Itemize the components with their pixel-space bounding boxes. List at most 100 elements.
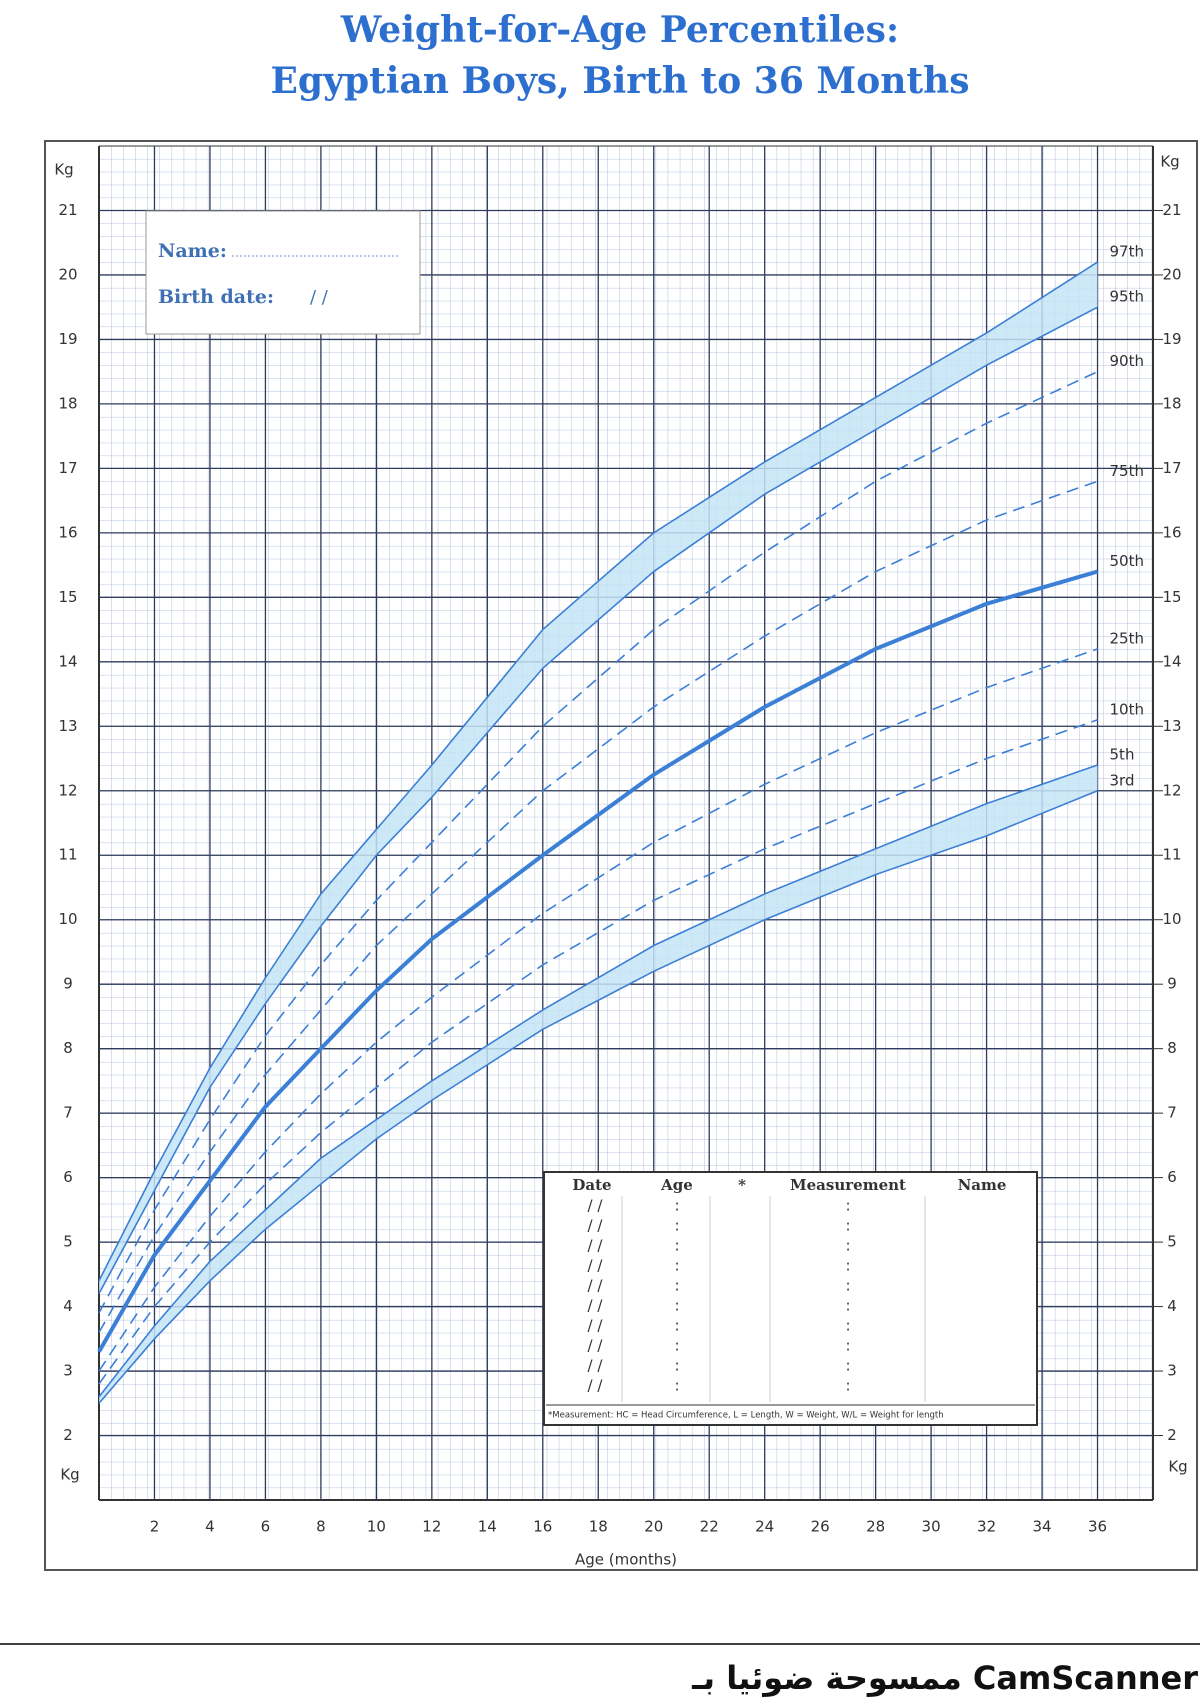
y-axis-label: Kg: [60, 1466, 79, 1484]
x-tick-label: 22: [700, 1518, 719, 1536]
measurement-separator: :: [845, 1357, 850, 1375]
percentile-line: [98, 306, 1098, 1295]
measurement-separator: :: [845, 1237, 850, 1255]
y2-tick-label: 21: [1162, 201, 1181, 219]
series-label: 5th: [1110, 745, 1135, 763]
series-label: 90th: [1110, 352, 1144, 370]
y2-tick-label: 20: [1162, 265, 1181, 283]
y2-tick-label: 4: [1167, 1297, 1177, 1315]
y2-tick-label: 3: [1167, 1362, 1177, 1380]
measurement-separator: :: [845, 1257, 850, 1275]
x-tick-label: 20: [644, 1518, 663, 1536]
table-header: Age: [660, 1176, 693, 1194]
chart-subtitle: Egyptian Boys, Birth to 36 Months: [270, 60, 969, 102]
date-placeholder: / /: [588, 1257, 604, 1275]
percentile-line: [98, 719, 1098, 1385]
measurement-separator: :: [845, 1197, 850, 1215]
x-tick-label: 4: [205, 1518, 215, 1536]
age-separator: :: [674, 1237, 679, 1255]
y2-tick-label: 8: [1167, 1039, 1177, 1057]
series-label: 25th: [1110, 629, 1144, 647]
chart-title: Weight-for-Age Percentiles:: [340, 9, 899, 51]
plot: 2345678910111213141516171819202123456789…: [54, 145, 1188, 1569]
y2-tick-label: 11: [1162, 846, 1181, 864]
series-label: 75th: [1110, 462, 1144, 480]
record-table: *Measurement: HC = Head Circumference, L…: [543, 1171, 1038, 1426]
date-placeholder: / /: [588, 1197, 604, 1215]
age-separator: :: [674, 1257, 679, 1275]
y-tick-label: 9: [63, 975, 73, 993]
y-tick-label: 12: [58, 781, 77, 799]
age-separator: :: [674, 1297, 679, 1315]
y-tick-label: 8: [63, 1039, 73, 1057]
percentile-line: [98, 790, 1098, 1404]
y-tick-label: 16: [58, 523, 77, 541]
age-separator: :: [674, 1197, 679, 1215]
x-tick-label: 26: [811, 1518, 830, 1536]
y-tick-label: 20: [58, 265, 77, 283]
y2-tick-label: 12: [1162, 781, 1181, 799]
y2-tick-label: 16: [1162, 523, 1181, 541]
name-box-frame: [145, 210, 421, 335]
y2-tick-label: 15: [1162, 588, 1181, 606]
x-tick-label: 34: [1033, 1518, 1052, 1536]
x-tick-label: 16: [533, 1518, 552, 1536]
name-box: Name: Birth date: / /: [145, 210, 421, 335]
y2-tick-label: 6: [1167, 1168, 1177, 1186]
date-placeholder: / /: [588, 1297, 604, 1315]
measurement-separator: :: [845, 1217, 850, 1235]
measurement-separator: :: [845, 1317, 850, 1335]
y2-axis-label: Kg: [1168, 1458, 1187, 1476]
date-placeholder: / /: [588, 1217, 604, 1235]
table-header: *: [738, 1176, 746, 1194]
x-tick-label: 28: [866, 1518, 885, 1536]
percentile-line: [98, 764, 1098, 1398]
x-tick-label: 10: [367, 1518, 386, 1536]
y-tick-label: 6: [63, 1168, 73, 1186]
table-footnote: *Measurement: HC = Head Circumference, L…: [548, 1411, 944, 1421]
table-frame: [543, 1171, 1038, 1426]
y-tick-label: 17: [58, 459, 77, 477]
birth-date-label: Birth date:: [158, 286, 274, 308]
y2-tick-label: 2: [1167, 1426, 1177, 1444]
y-tick-label: 11: [58, 846, 77, 864]
y-tick-label: 19: [58, 330, 77, 348]
y-axis-label: Kg: [54, 161, 73, 179]
age-separator: :: [674, 1377, 679, 1395]
measurement-separator: :: [845, 1377, 850, 1395]
x-tick-label: 24: [755, 1518, 774, 1536]
date-placeholder: / /: [588, 1357, 604, 1375]
band: [99, 764, 1098, 1404]
x-tick-label: 6: [261, 1518, 271, 1536]
y-tick-label: 3: [63, 1362, 73, 1380]
table-header: Measurement: [790, 1176, 906, 1194]
percentile-line: [97, 569, 1099, 1353]
date-placeholder: / /: [588, 1377, 604, 1395]
y2-tick-label: 17: [1162, 459, 1181, 477]
y2-tick-label: 14: [1162, 652, 1181, 670]
y-tick-label: 18: [58, 394, 77, 412]
table-header: Date: [572, 1176, 611, 1194]
series-label: 10th: [1110, 700, 1144, 718]
x-tick-label: 36: [1088, 1518, 1107, 1536]
y2-tick-label: 10: [1162, 910, 1181, 928]
series-label: 95th: [1110, 288, 1144, 306]
measurement-separator: :: [845, 1277, 850, 1295]
series-label: 3rd: [1110, 771, 1135, 789]
x-tick-label: 2: [150, 1518, 160, 1536]
y2-tick-label: 5: [1167, 1233, 1177, 1251]
y2-tick-label: 13: [1162, 717, 1181, 735]
y-tick-label: 10: [58, 910, 77, 928]
y2-tick-label: 19: [1162, 330, 1181, 348]
percentile-line: [98, 480, 1098, 1333]
birth-date-slashes: / /: [310, 287, 329, 308]
date-placeholder: / /: [588, 1237, 604, 1255]
footer: ممسوحة ضوئيا بـ CamScanner: [691, 1659, 1198, 1697]
measurement-separator: :: [845, 1337, 850, 1355]
y2-tick-label: 7: [1167, 1104, 1177, 1122]
y-tick-label: 14: [58, 652, 77, 670]
age-separator: :: [674, 1357, 679, 1375]
x-tick-label: 30: [922, 1518, 941, 1536]
